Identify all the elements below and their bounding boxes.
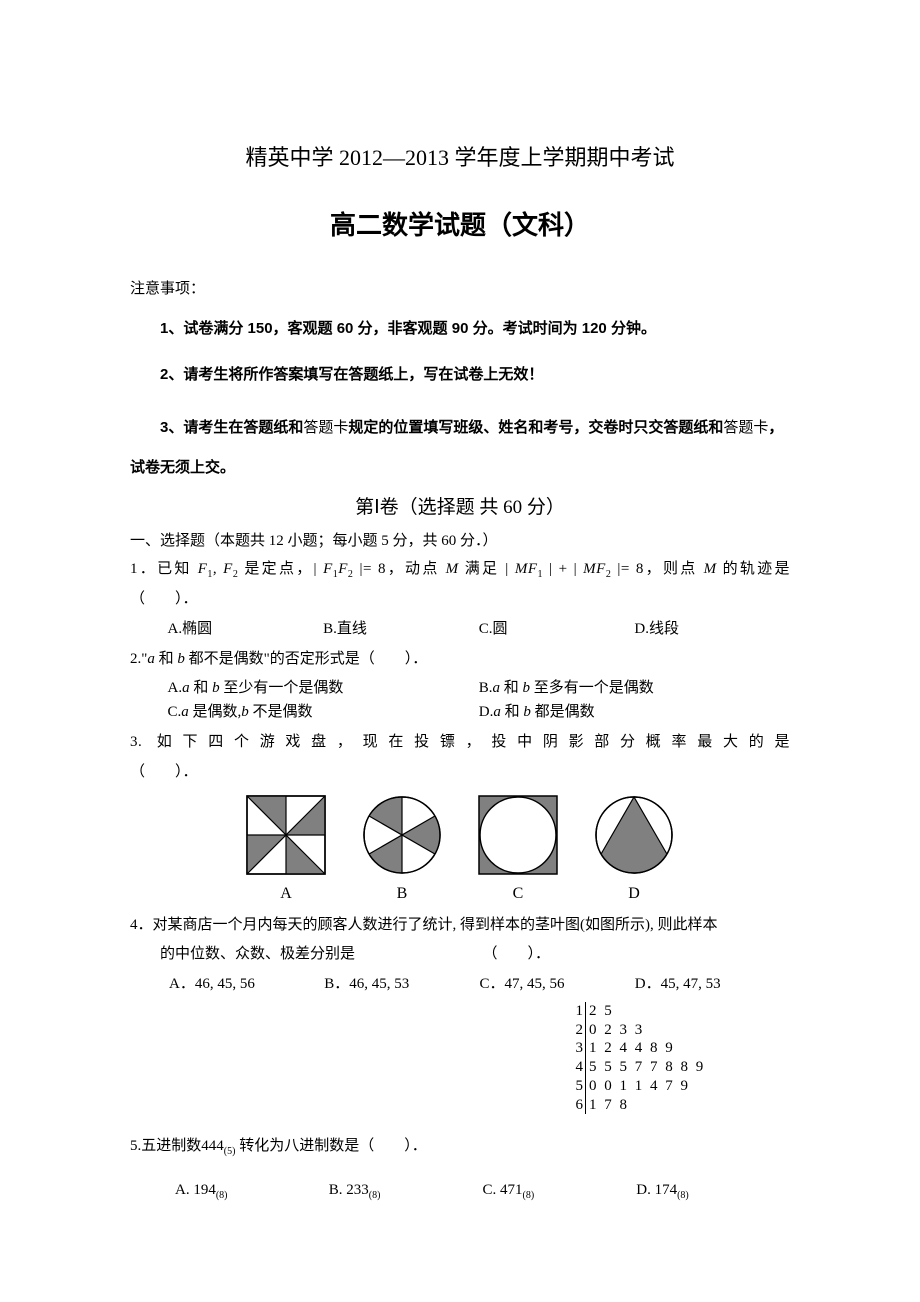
q3-label-b: B: [362, 881, 442, 907]
q3-diagram-a: A: [246, 795, 326, 907]
q1-opt-c: C.圆: [479, 617, 635, 641]
q4-options: A．46, 45, 56 B．46, 45, 53 C．47, 45, 56 D…: [130, 972, 790, 996]
q1-stem: 1．已知 F1, F2 是定点，| F1F2 |= 8，动点 M 满足 | MF…: [130, 557, 790, 583]
q1-opt-b: B.直线: [323, 617, 479, 641]
q3-diagram-b: B: [362, 795, 442, 907]
q5-opt-a: A. 194(8): [175, 1178, 329, 1204]
diagram-b-svg: [362, 795, 442, 875]
notice-3d: 答题卡: [723, 420, 768, 436]
school-title: 精英中学 2012—2013 学年度上学期期中考试: [130, 140, 790, 175]
q2-options: A.a 和 b 至少有一个是偶数 B.a 和 b 至多有一个是偶数 C.a 是偶…: [130, 676, 790, 724]
stem-leaf-plot: 12 5 20 2 3 3 31 2 4 4 8 9 45 5 5 7 7 8 …: [570, 1002, 790, 1115]
q1-options: A.椭圆 B.直线 C.圆 D.线段: [130, 617, 790, 641]
q3-label-d: D: [594, 881, 674, 907]
q4-paren: （ ）．: [483, 946, 551, 962]
q2-opt-b: B.a 和 b 至多有一个是偶数: [479, 676, 790, 700]
diagram-d-svg: [594, 795, 674, 875]
diagram-c-svg: [478, 795, 558, 875]
q5-opt-b: B. 233(8): [329, 1178, 483, 1204]
q4-opt-c: C．47, 45, 56: [480, 972, 635, 996]
q4-opt-d: D．45, 47, 53: [635, 972, 790, 996]
q5-opt-c: C. 471(8): [483, 1178, 637, 1204]
q5-opt-d: D. 174(8): [636, 1178, 790, 1204]
diagram-a-svg: [246, 795, 326, 875]
q4-stem: 4．对某商店一个月内每天的顾客人数进行了统计, 得到样本的茎叶图(如图所示), …: [130, 913, 790, 939]
q1-paren: （ ）．: [130, 587, 790, 613]
q3-diagram-d: D: [594, 795, 674, 907]
q1-opt-d: D.线段: [634, 617, 790, 641]
q3-label-c: C: [478, 881, 558, 907]
q3-stem: 3. 如下四个游戏盘，现在投镖，投中阴影部分概率最大的是: [130, 730, 790, 756]
notice-3b: 答题卡: [303, 420, 348, 436]
q2-opt-a: A.a 和 b 至少有一个是偶数: [168, 676, 479, 700]
q3-paren: （ ）．: [130, 760, 790, 786]
q4-stem2-text: 的中位数、众数、极差分别是: [160, 946, 355, 962]
q3-diagram-c: C: [478, 795, 558, 907]
q5-stem: 5.五进制数444(5) 转化为八进制数是（ ）．: [130, 1134, 790, 1160]
q4-stem2: 的中位数、众数、极差分别是 （ ）．: [130, 942, 790, 968]
q4-opt-a: A．46, 45, 56: [169, 972, 324, 996]
q3-diagrams: A B C D: [130, 795, 790, 907]
notice-1: 1、试卷满分 150，客观题 60 分，非客观题 90 分。考试时间为 120 …: [130, 315, 790, 344]
notice-3: 3、请考生在答题纸和答题卡规定的位置填写班级、姓名和考号，交卷时只交答题纸和答题…: [130, 408, 790, 487]
q1-opt-a: A.椭圆: [168, 617, 324, 641]
section-sub: 一、选择题（本题共 12 小题；每小题 5 分，共 60 分．）: [130, 529, 790, 553]
notice-head: 注意事项：: [130, 277, 790, 301]
q2-opt-c: C.a 是偶数,b 不是偶数: [168, 700, 479, 724]
notice-3a: 3、请考生在答题纸和: [160, 419, 303, 436]
section-head: 第Ⅰ卷（选择题 共 60 分）: [130, 493, 790, 523]
notice-3c: 规定的位置填写班级、姓名和考号，交卷时只交答题纸和: [348, 419, 723, 436]
exam-title: 高二数学试题（文科）: [130, 205, 790, 247]
q3-label-a: A: [246, 881, 326, 907]
q5-options: A. 194(8) B. 233(8) C. 471(8) D. 174(8): [130, 1178, 790, 1204]
notice-2: 2、请考生将所作答案填写在答题纸上，写在试卷上无效！: [130, 361, 790, 390]
q2-opt-d: D.a 和 b 都是偶数: [479, 700, 790, 724]
q2-stem: 2."a 和 b 都不是偶数"的否定形式是（ ）．: [130, 647, 790, 673]
q4-opt-b: B．46, 45, 53: [324, 972, 479, 996]
